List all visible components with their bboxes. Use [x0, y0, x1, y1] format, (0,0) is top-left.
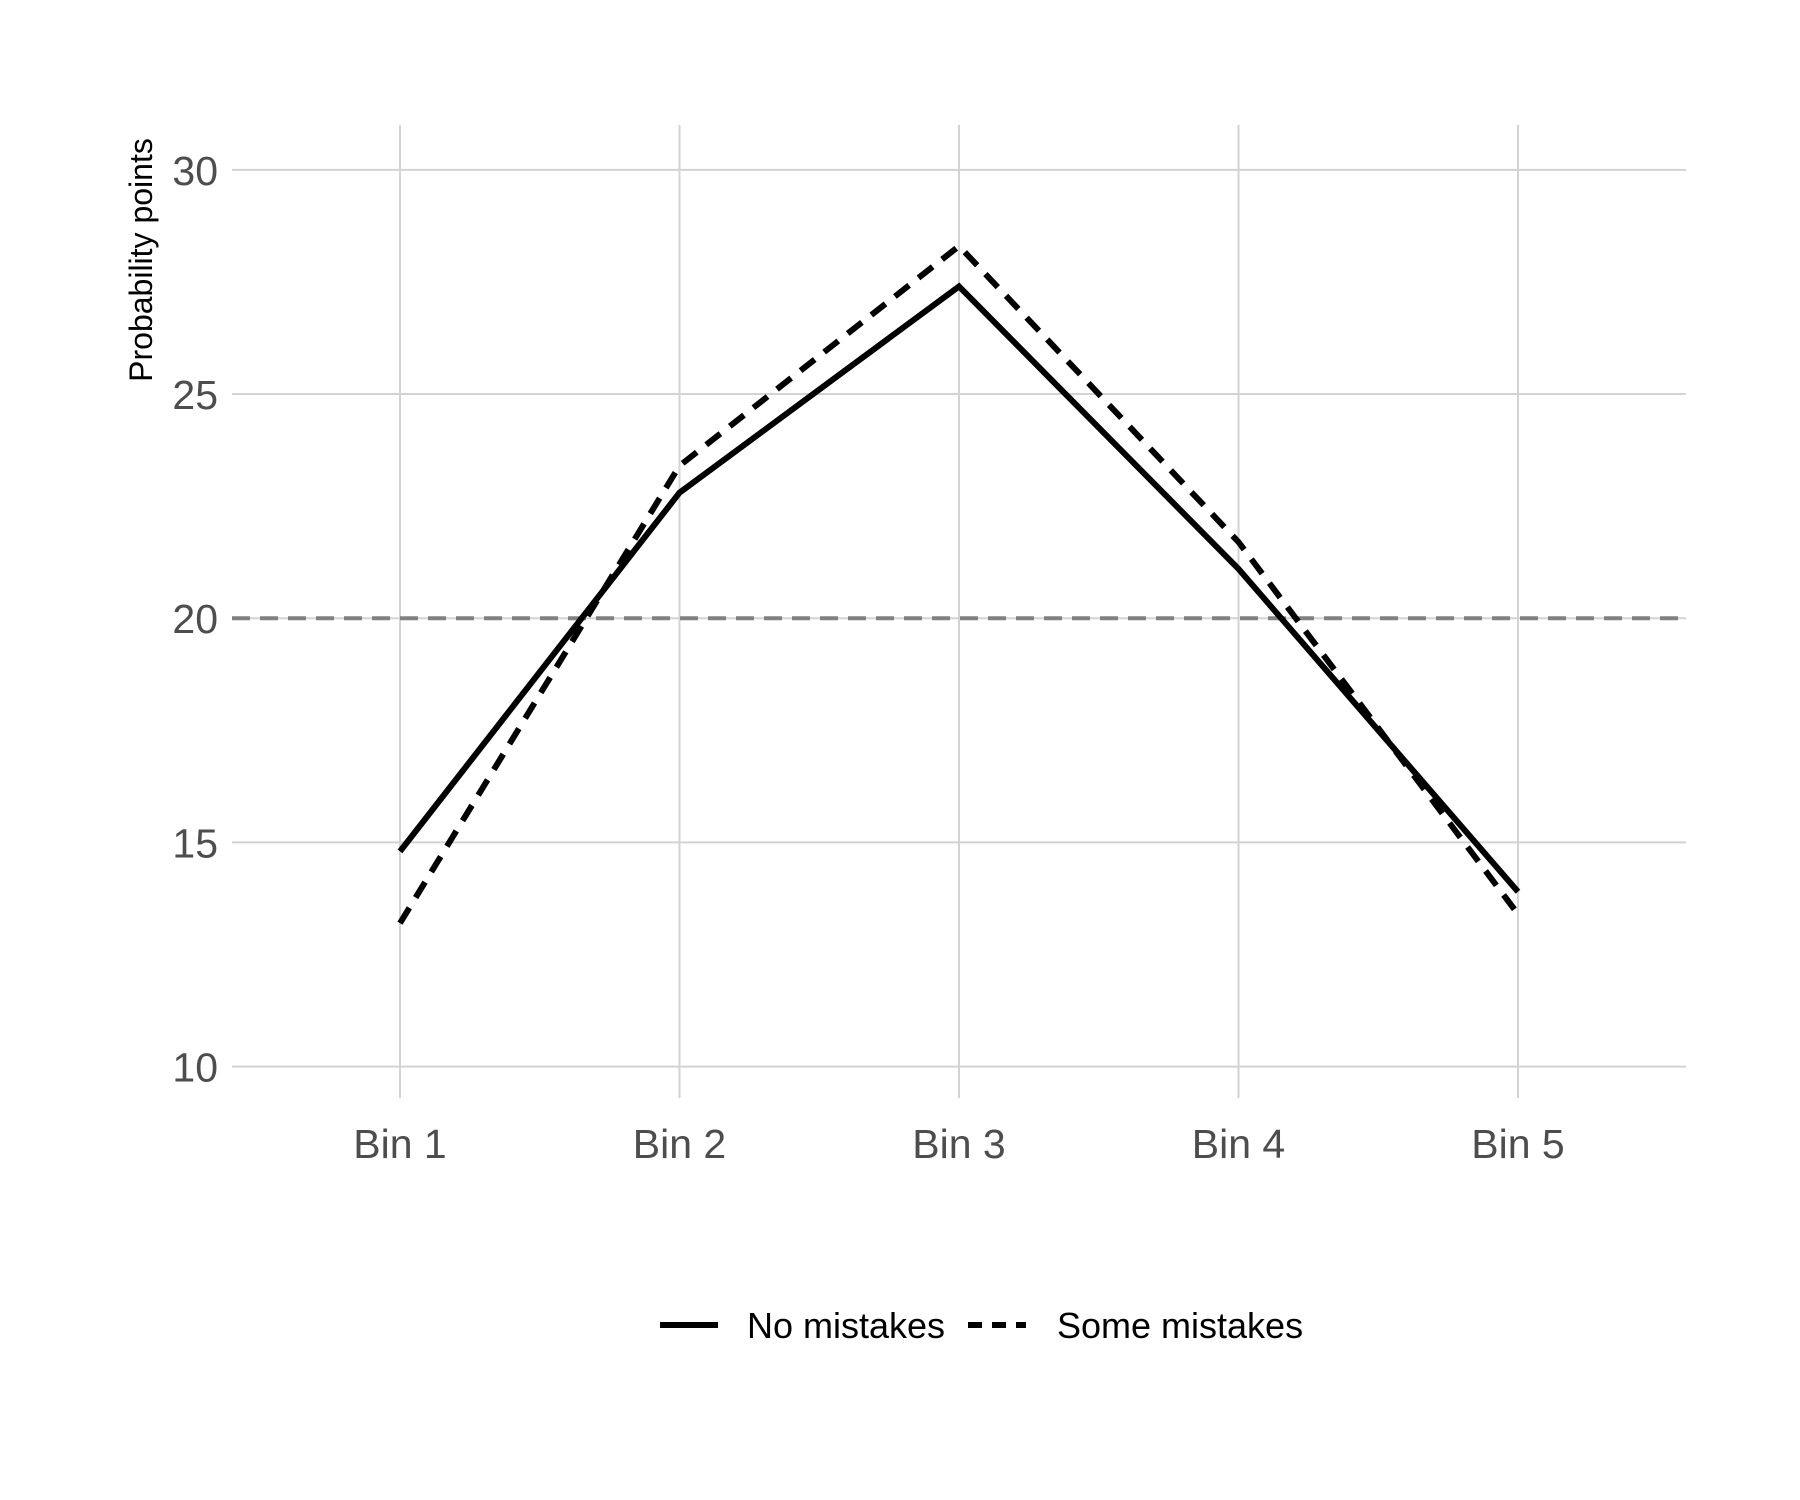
y-tick-label: 20 [172, 596, 218, 642]
y-tick-label: 25 [172, 372, 218, 418]
x-tick-label: Bin 1 [353, 1121, 446, 1167]
series-group [397, 242, 1521, 925]
x-axis-ticks: Bin 1 Bin 2 Bin 3 Bin 4 Bin 5 [353, 1121, 1564, 1167]
y-tick-label: 15 [172, 820, 218, 866]
y-axis-title: Probability points [123, 138, 159, 382]
x-tick-label: Bin 4 [1192, 1121, 1285, 1167]
x-tick-label: Bin 2 [633, 1121, 726, 1167]
x-tick-label: Bin 5 [1471, 1121, 1564, 1167]
grid [232, 125, 1686, 1098]
legend-label: No mistakes [747, 1305, 945, 1346]
x-tick-label: Bin 3 [912, 1121, 1005, 1167]
series-line-some-mistakes [397, 242, 1521, 925]
legend-label: Some mistakes [1057, 1305, 1303, 1346]
y-tick-label: 10 [172, 1045, 218, 1091]
y-tick-label: 30 [172, 148, 218, 194]
y-axis-ticks: 10 15 20 25 30 [172, 148, 218, 1091]
legend: No mistakes Some mistakes [660, 1305, 1303, 1346]
